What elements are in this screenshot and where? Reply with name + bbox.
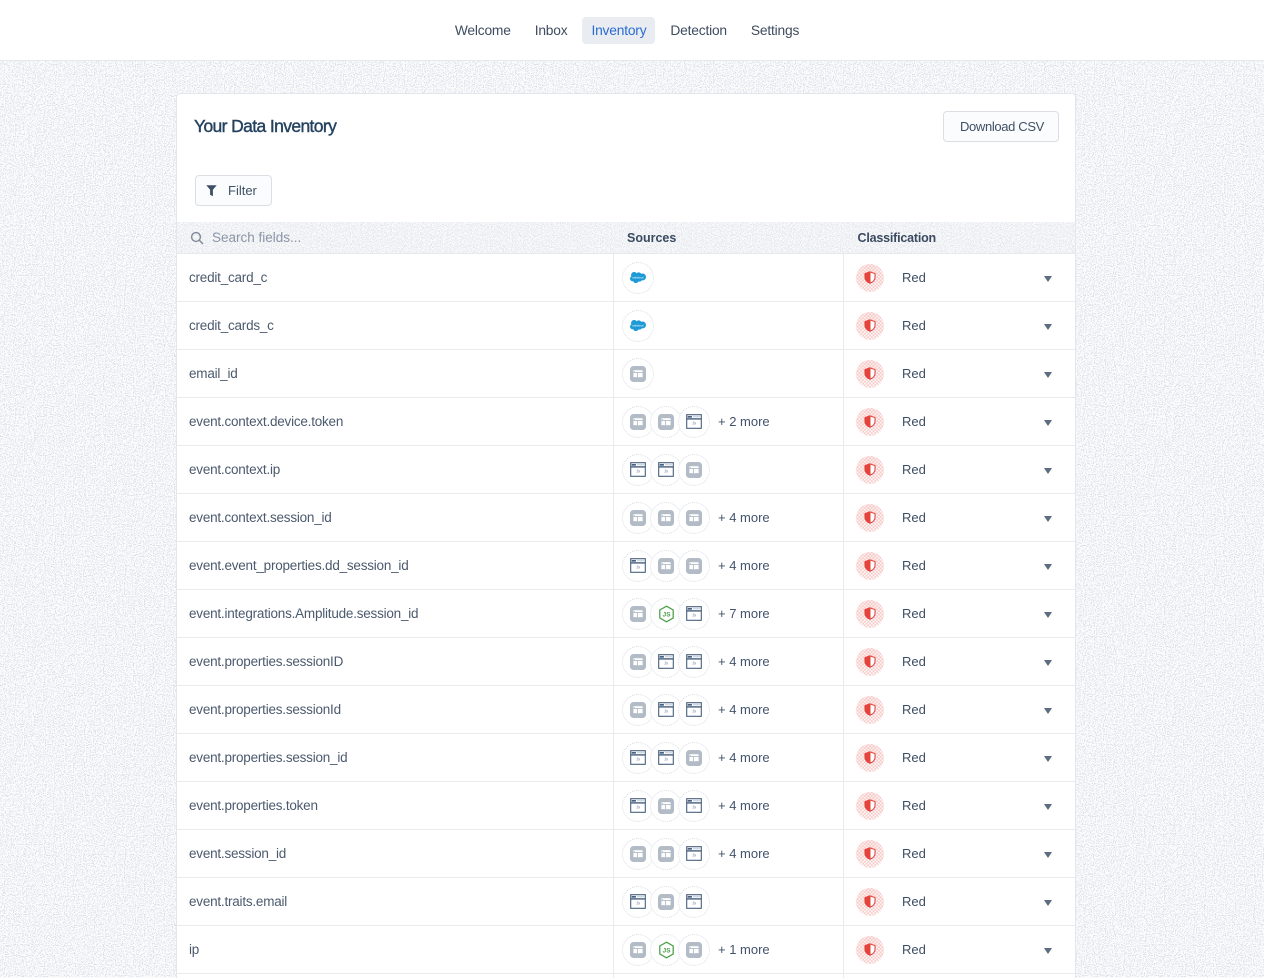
svg-text:JS: JS xyxy=(662,611,671,618)
svg-text:Js: Js xyxy=(664,709,668,714)
svg-text:salesforce: salesforce xyxy=(632,277,644,280)
svg-text:Js: Js xyxy=(692,853,696,858)
svg-text:Js: Js xyxy=(692,901,696,906)
svg-text:Js: Js xyxy=(636,805,640,810)
svg-text:Js: Js xyxy=(692,805,696,810)
svg-text:Js: Js xyxy=(692,709,696,714)
svg-text:Js: Js xyxy=(664,757,668,762)
svg-text:salesforce: salesforce xyxy=(632,325,644,328)
svg-text:Js: Js xyxy=(692,661,696,666)
svg-text:Js: Js xyxy=(636,757,640,762)
svg-text:Js: Js xyxy=(636,565,640,570)
svg-text:Js: Js xyxy=(692,613,696,618)
svg-text:Js: Js xyxy=(636,469,640,474)
svg-text:Js: Js xyxy=(664,661,668,666)
svg-text:JS: JS xyxy=(662,947,671,954)
svg-text:Js: Js xyxy=(692,421,696,426)
svg-text:Js: Js xyxy=(664,469,668,474)
svg-text:Js: Js xyxy=(636,901,640,906)
